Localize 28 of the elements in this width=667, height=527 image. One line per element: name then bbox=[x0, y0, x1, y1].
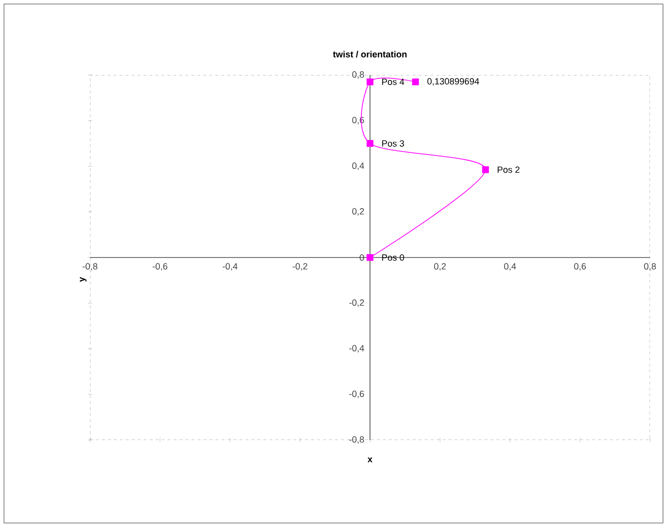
point bbox=[366, 254, 374, 261]
y-tick-label: 0,8 bbox=[352, 71, 364, 79]
x-tick-label: -0,2 bbox=[292, 263, 308, 271]
x-tick-label: 0,8 bbox=[644, 263, 656, 271]
point bbox=[412, 78, 419, 86]
annotation: Pos 4 bbox=[382, 78, 404, 85]
y-tick-label: -0,6 bbox=[349, 390, 364, 398]
x-tick-label: -0,4 bbox=[222, 263, 238, 271]
y-tick-label: -0,2 bbox=[349, 299, 364, 307]
point bbox=[366, 140, 374, 147]
x-axis-title: x bbox=[368, 457, 372, 462]
annotation: Pos 2 bbox=[498, 166, 520, 173]
chart-title: twist / orientation bbox=[333, 50, 407, 58]
point bbox=[366, 78, 374, 86]
y-tick-label: -0,8 bbox=[349, 436, 364, 444]
y-tick-label: 0,4 bbox=[352, 162, 364, 170]
x-tick-label: 0,2 bbox=[434, 263, 446, 271]
x-tick-label: -0,6 bbox=[152, 263, 168, 271]
y-tick-label: -0,4 bbox=[349, 345, 364, 352]
y-axis-title: y bbox=[80, 276, 86, 282]
x-tick-label: -0,8 bbox=[82, 263, 98, 271]
x-tick-label: 0,6 bbox=[574, 263, 586, 271]
annotation: Pos 0 bbox=[382, 254, 404, 261]
annotation: Pos 3 bbox=[382, 140, 404, 147]
y-tick-label: 0,2 bbox=[352, 208, 364, 216]
point bbox=[482, 166, 489, 174]
x-tick-label: 0,4 bbox=[504, 263, 516, 271]
annotation: 0,130899694 bbox=[427, 78, 480, 86]
